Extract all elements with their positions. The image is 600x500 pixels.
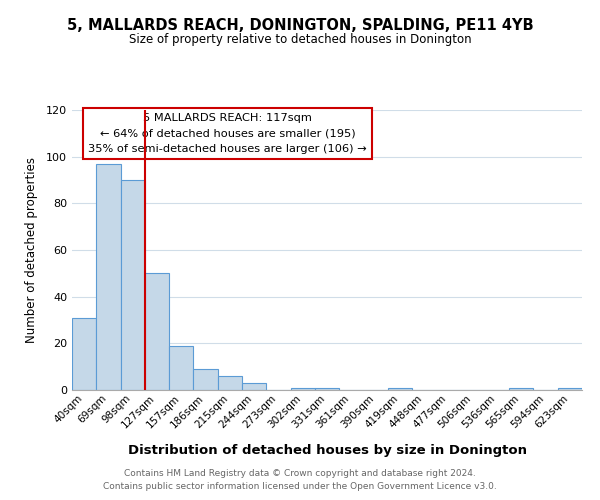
Bar bbox=[388, 388, 412, 390]
Bar bbox=[242, 383, 266, 390]
Bar bbox=[509, 388, 533, 390]
Bar bbox=[72, 318, 96, 390]
Bar bbox=[193, 369, 218, 390]
Bar bbox=[290, 388, 315, 390]
Bar bbox=[96, 164, 121, 390]
Bar bbox=[145, 274, 169, 390]
Bar bbox=[121, 180, 145, 390]
Text: Contains public sector information licensed under the Open Government Licence v3: Contains public sector information licen… bbox=[103, 482, 497, 491]
Bar bbox=[169, 346, 193, 390]
Text: Contains HM Land Registry data © Crown copyright and database right 2024.: Contains HM Land Registry data © Crown c… bbox=[124, 468, 476, 477]
Bar bbox=[315, 388, 339, 390]
Bar bbox=[558, 388, 582, 390]
Text: Size of property relative to detached houses in Donington: Size of property relative to detached ho… bbox=[128, 32, 472, 46]
X-axis label: Distribution of detached houses by size in Donington: Distribution of detached houses by size … bbox=[128, 444, 527, 456]
Text: 5, MALLARDS REACH, DONINGTON, SPALDING, PE11 4YB: 5, MALLARDS REACH, DONINGTON, SPALDING, … bbox=[67, 18, 533, 32]
Y-axis label: Number of detached properties: Number of detached properties bbox=[25, 157, 38, 343]
Bar bbox=[218, 376, 242, 390]
Text: 5 MALLARDS REACH: 117sqm
← 64% of detached houses are smaller (195)
35% of semi-: 5 MALLARDS REACH: 117sqm ← 64% of detach… bbox=[88, 113, 367, 154]
